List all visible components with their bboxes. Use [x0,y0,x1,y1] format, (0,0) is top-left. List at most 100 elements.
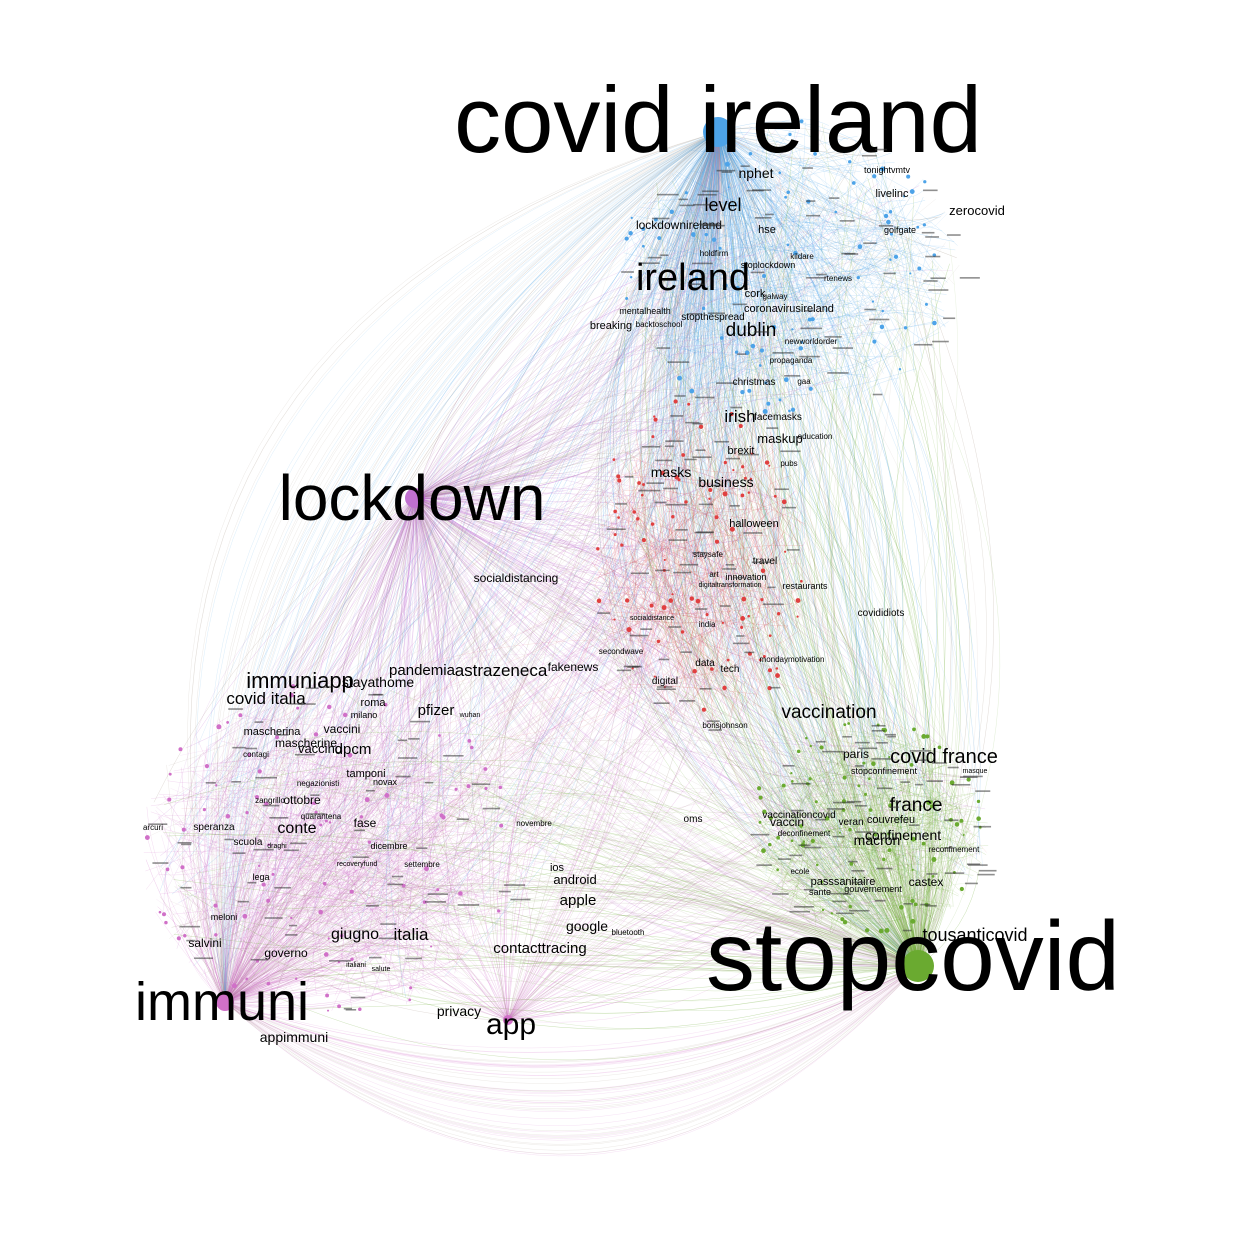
hashtag-label: bluetooth [612,928,645,937]
hashtag-label: governo [264,946,308,960]
edge [709,131,922,739]
minor-label-mark [629,634,649,637]
minor-label-mark [615,503,627,505]
edge [224,604,690,1003]
minor-label-mark [254,721,264,723]
minor-label-mark [855,831,876,833]
edge [507,802,834,1021]
edge [414,335,761,499]
edge [159,896,226,1003]
edge [224,499,698,1003]
edge [414,344,795,499]
minor-label-mark [397,739,408,742]
edge [370,889,919,967]
edge [717,131,932,292]
edge [709,131,830,915]
edge [414,497,812,834]
edge [414,252,783,499]
edge [316,770,509,1021]
minor-label-mark [722,568,737,570]
edge [507,628,707,1021]
edge [814,313,919,967]
edge [507,789,810,1021]
edge [702,131,926,916]
edge [414,497,901,856]
edge [717,131,887,770]
edge [507,695,709,1021]
edge [671,131,919,967]
edge [224,438,674,1003]
hashtag-label: socialdistance [630,615,674,622]
edge [716,131,794,621]
node [628,231,633,236]
hashtag-label: zangrillo [255,796,285,805]
edge [224,953,432,1003]
minor-label-mark [862,154,877,157]
edge [249,497,416,972]
minor-label-mark [694,608,708,610]
edge [671,468,919,967]
edge [216,131,719,788]
edge [769,808,919,967]
minor-label-mark [714,440,730,443]
edge [660,131,719,617]
edge [224,811,301,1003]
minor-label-mark [977,873,995,876]
node [722,491,728,497]
edge [702,131,747,447]
edge [207,131,719,1003]
edge [717,131,873,892]
edge [224,563,765,1003]
edge [507,398,698,1021]
edge [318,497,416,838]
minor-label-mark [288,924,298,927]
edge [414,209,796,499]
edge [670,131,824,756]
minor-label-mark [181,843,192,846]
edge [414,352,776,499]
edge [780,541,919,967]
minor-label-mark [368,693,384,696]
node [325,993,330,998]
edge [224,131,719,1003]
minor-label-mark [774,488,789,491]
edge [414,472,796,506]
minor-label-mark [803,888,814,891]
edge [797,184,919,967]
minor-label-mark [152,862,169,864]
edge [224,942,339,1003]
hashtag-label: masque [963,768,988,775]
edge [814,132,987,967]
edge [795,753,919,967]
edge [872,815,919,967]
edge [917,784,949,967]
edge [699,131,719,258]
hashtag-label: vaccination [781,702,876,723]
edge [241,775,919,967]
edge [717,131,907,888]
minor-label-mark [805,200,816,202]
edge [224,601,667,1003]
minor-label-mark [654,501,667,504]
edge [223,824,261,1003]
edge [708,131,757,438]
edge [435,830,509,1021]
edge [717,131,909,233]
edge [717,131,746,589]
edge [224,666,659,1003]
node [632,510,637,514]
minor-label-mark [228,708,243,710]
edge [414,497,501,855]
minor-label-mark [710,484,723,487]
edge [893,770,919,967]
lockdown-label: lockdown [279,462,546,534]
node [318,909,323,915]
edge [717,131,764,468]
edge [640,131,919,967]
edge [507,727,839,1021]
edge [245,798,919,973]
edge [414,497,873,842]
node [642,483,645,486]
edge [854,347,919,967]
edge [765,134,919,967]
